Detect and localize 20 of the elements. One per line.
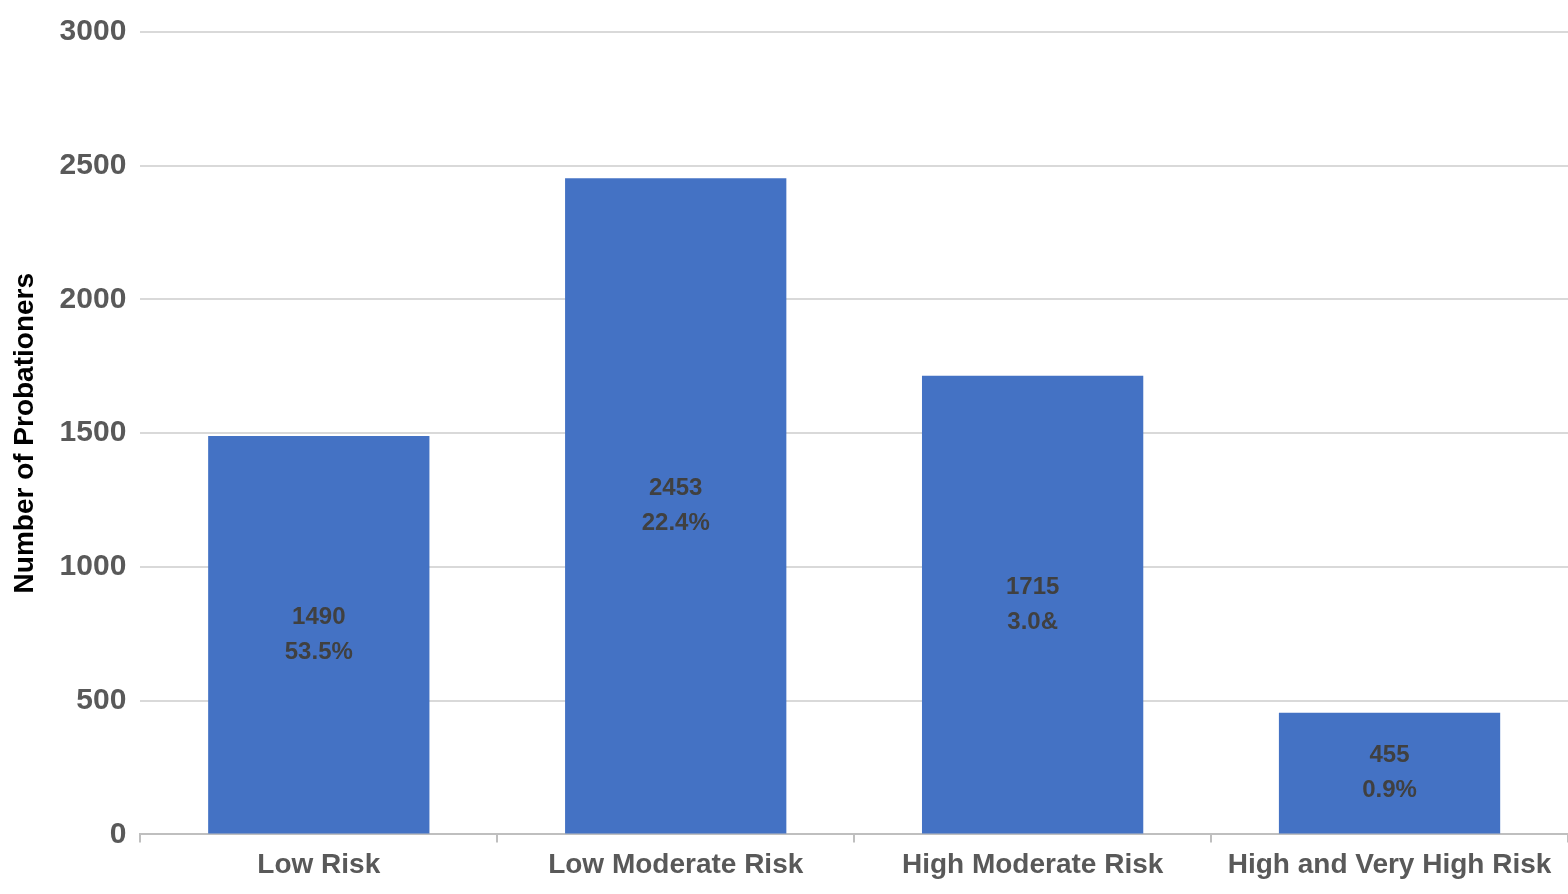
y-tick-label: 2000 [59, 280, 127, 314]
x-tick-label: High Moderate Risk [901, 847, 1164, 879]
data-label: 455 0.9% [1362, 740, 1417, 803]
bar [1278, 712, 1501, 834]
x-tick-label: High and Very High Risk [1227, 847, 1552, 879]
bar [921, 375, 1144, 834]
data-label: 1715 3.0& [1005, 571, 1060, 634]
y-tick-label: 2500 [59, 147, 127, 180]
x-tick-label: Low Moderate Risk [548, 847, 804, 879]
y-tick-label: 500 [76, 681, 127, 715]
data-label: 1490 53.5% [284, 601, 353, 664]
y-tick-label: 0 [109, 815, 127, 849]
x-tick-label: Low Risk [257, 847, 381, 879]
data-label: 2453 22.4% [641, 472, 710, 535]
y-tick-label: 1500 [59, 414, 127, 448]
y-tick-label: 3000 [59, 13, 127, 47]
bar [565, 178, 787, 834]
y-axis-title: Number of Probationers [7, 272, 39, 594]
bar [208, 435, 430, 834]
y-tick-label: 1000 [59, 548, 127, 582]
